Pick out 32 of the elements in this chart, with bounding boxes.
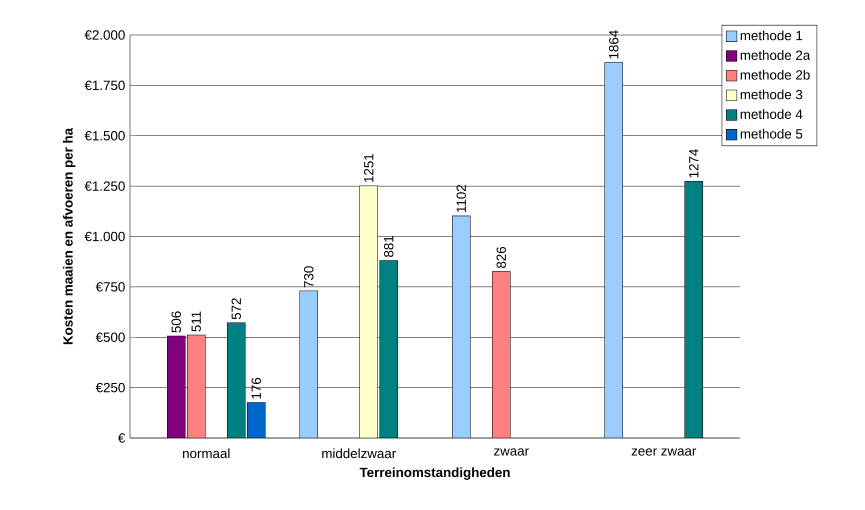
x-tick-label: middelzwaar — [322, 448, 396, 458]
data-label: 1274 — [689, 149, 698, 178]
data-label: 176 — [252, 378, 261, 399]
y-tick-label: €750 — [96, 282, 125, 292]
y-tick-label: €2.000 — [84, 30, 125, 40]
legend-label: methode 5 — [740, 128, 802, 139]
data-label: 572 — [232, 298, 241, 320]
legend-label: methode 1 — [740, 30, 802, 40]
y-tick-label: €500 — [96, 332, 125, 342]
x-tick-label: zwaar — [494, 448, 529, 456]
data-label: 826 — [496, 246, 506, 268]
data-label: 730 — [304, 266, 314, 288]
y-tick-label: €1.750 — [84, 80, 125, 90]
y-tick-label: €1.500 — [84, 131, 125, 140]
data-label: 506 — [172, 311, 181, 333]
data-label: 511 — [192, 311, 201, 332]
y-axis-title: Kosten maaien en afvoeren per ha — [62, 128, 76, 344]
y-tick-label: €1.000 — [84, 232, 125, 242]
data-label: 1102 — [456, 184, 466, 212]
x-axis-title: Terreinomstandigheden — [360, 467, 510, 480]
x-tick-label: zeer zwaar — [632, 448, 696, 456]
data-label: 1251 — [364, 154, 374, 182]
y-tick-label: €1.250 — [84, 181, 125, 191]
data-label: 1864 — [609, 30, 618, 58]
legend-label: methode 2b — [740, 70, 810, 80]
x-tick-label: normaal — [183, 448, 230, 458]
legend-label: methode 3 — [740, 90, 802, 100]
y-tick-label: € — [118, 433, 126, 443]
legend-label: methode 4 — [740, 109, 802, 119]
legend-label: methode 2a — [740, 50, 810, 60]
data-label: 881 — [384, 236, 394, 257]
y-tick-label: €250 — [96, 382, 125, 392]
